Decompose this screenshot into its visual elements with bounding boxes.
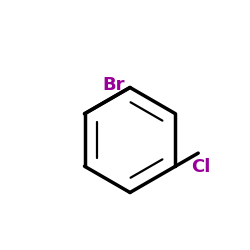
Text: Br: Br — [102, 76, 125, 94]
Text: Cl: Cl — [191, 158, 210, 176]
